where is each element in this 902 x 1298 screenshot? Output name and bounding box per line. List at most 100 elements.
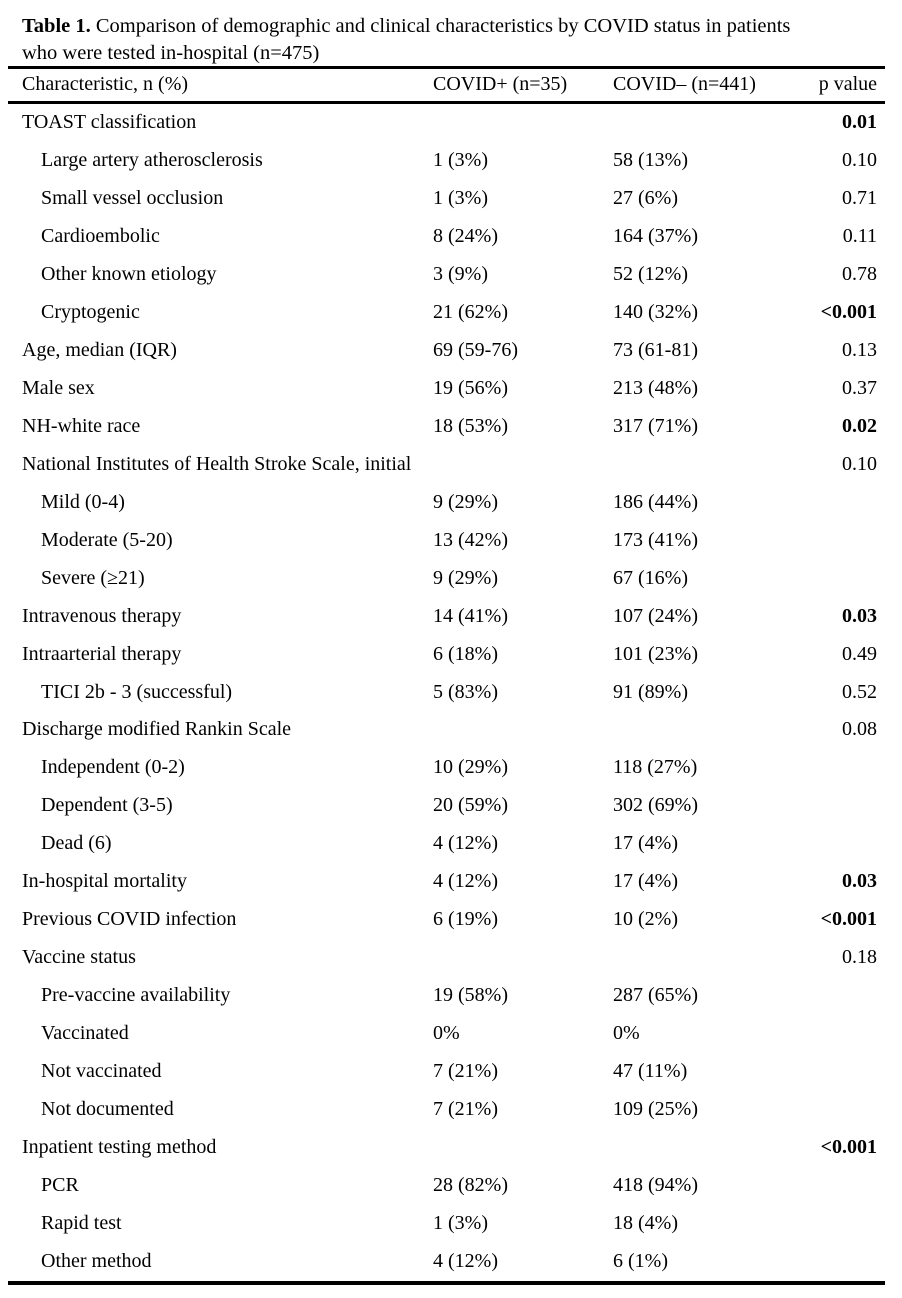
p-value: 0.01 — [842, 111, 877, 134]
table-row: National Institutes of Health Stroke Sca… — [22, 445, 877, 483]
p-value: 0.78 — [842, 263, 877, 286]
p-value: 0.02 — [842, 414, 877, 437]
table-row: Dead (6) 4 (12%) 17 (4%) — [22, 825, 877, 863]
p-value: 0.13 — [842, 339, 877, 362]
table-row: Moderate (5-20) 13 (42%) 173 (41%) — [22, 521, 877, 559]
row-label: Cryptogenic — [41, 301, 140, 324]
table-header-row: Characteristic, n (%) COVID+ (n=35) COVI… — [22, 68, 877, 101]
row-label: Small vessel occlusion — [41, 187, 224, 210]
covid-negative-value: 418 (94%) — [613, 1173, 698, 1196]
row-label: TOAST classification — [22, 111, 197, 134]
table-row: Vaccinated 0% 0% — [22, 1015, 877, 1053]
row-label: Dependent (3-5) — [41, 794, 173, 817]
row-label: Vaccinated — [41, 1021, 129, 1044]
covid-positive-value: 19 (56%) — [433, 377, 508, 400]
covid-positive-value: 1 (3%) — [433, 1211, 488, 1234]
table-row: Mild (0-4) 9 (29%) 186 (44%) — [22, 483, 877, 521]
covid-negative-value: 186 (44%) — [613, 490, 698, 513]
covid-positive-value: 21 (62%) — [433, 301, 508, 324]
covid-positive-value: 69 (59-76) — [433, 339, 518, 362]
table-row: Age, median (IQR) 69 (59-76) 73 (61-81) 0.1… — [22, 332, 877, 370]
covid-negative-value: 47 (11%) — [613, 1059, 688, 1082]
covid-negative-value: 17 (4%) — [613, 832, 678, 855]
table-row: Independent (0-2) 10 (29%) 118 (27%) — [22, 749, 877, 787]
covid-positive-value: 5 (83%) — [433, 680, 498, 703]
p-value: <0.001 — [820, 1135, 877, 1158]
covid-positive-value: 6 (19%) — [433, 908, 498, 931]
row-label: Discharge modified Rankin Scale — [22, 718, 292, 741]
covid-negative-value: 10 (2%) — [613, 908, 678, 931]
covid-negative-value: 317 (71%) — [613, 414, 698, 437]
p-value: 0.49 — [842, 642, 877, 665]
covid-positive-value: 7 (21%) — [433, 1059, 498, 1082]
covid-positive-value: 20 (59%) — [433, 794, 508, 817]
covid-positive-value: 14 (41%) — [433, 604, 508, 627]
covid-negative-value: 213 (48%) — [613, 377, 698, 400]
covid-negative-value: 52 (12%) — [613, 263, 688, 286]
covid-negative-value: 118 (27%) — [613, 756, 698, 779]
row-label: Independent (0-2) — [41, 756, 185, 779]
covid-negative-value: 101 (23%) — [613, 642, 698, 665]
bottom-rule — [8, 1281, 885, 1285]
row-label: Not vaccinated — [41, 1059, 162, 1082]
covid-negative-value: 67 (16%) — [613, 566, 688, 589]
covid-positive-value: 7 (21%) — [433, 1097, 498, 1120]
table-row: NH-white race 18 (53%) 317 (71%) 0.02 — [22, 408, 877, 446]
covid-positive-value: 18 (53%) — [433, 414, 508, 437]
column-header-characteristic: Characteristic, n (%) — [22, 73, 189, 95]
table-title-label: Table 1. — [22, 15, 91, 37]
table-row: Rapid test 1 (3%) 18 (4%) — [22, 1204, 877, 1242]
covid-positive-value: 1 (3%) — [433, 149, 488, 172]
table-row: Vaccine status 0.18 — [22, 939, 877, 977]
covid-negative-value: 17 (4%) — [613, 870, 678, 893]
covid-negative-value: 91 (89%) — [613, 680, 688, 703]
covid-positive-value: 28 (82%) — [433, 1173, 508, 1196]
table-row: Male sex 19 (56%) 213 (48%) 0.37 — [22, 370, 877, 408]
p-value: <0.001 — [820, 301, 877, 324]
table-row: Severe (≥21) 9 (29%) 67 (16%) — [22, 559, 877, 597]
row-label: Dead (6) — [41, 832, 112, 855]
row-label: Pre-vaccine availability — [41, 984, 231, 1007]
covid-positive-value: 4 (12%) — [433, 870, 498, 893]
row-label: TICI 2b - 3 (successful) — [41, 680, 233, 703]
row-label: Vaccine status — [22, 946, 136, 969]
covid-negative-value: 109 (25%) — [613, 1097, 698, 1120]
table-row: Cryptogenic 21 (62%) 140 (32%) <0.001 — [22, 294, 877, 332]
row-label: NH-white race — [22, 414, 141, 437]
p-value: 0.52 — [842, 680, 877, 703]
row-label: PCR — [41, 1173, 79, 1196]
row-label: Large artery atherosclerosis — [41, 149, 263, 172]
table-row: Intraarterial therapy 6 (18%) 101 (23%) 0.4… — [22, 635, 877, 673]
covid-positive-value: 4 (12%) — [433, 832, 498, 855]
covid-positive-value: 6 (18%) — [433, 642, 498, 665]
covid-positive-value: 3 (9%) — [433, 263, 488, 286]
covid-positive-value: 19 (58%) — [433, 984, 508, 1007]
covid-negative-value: 18 (4%) — [613, 1211, 678, 1234]
covid-negative-value: 0% — [613, 1021, 640, 1044]
row-label: National Institutes of Health Stroke Sca… — [22, 452, 412, 475]
covid-negative-value: 6 (1%) — [613, 1249, 668, 1272]
covid-positive-value: 9 (29%) — [433, 490, 498, 513]
table-row: Not documented 7 (21%) 109 (25%) — [22, 1090, 877, 1128]
column-header-p-value: p value — [818, 73, 877, 95]
table-row: Inpatient testing method <0.001 — [22, 1128, 877, 1166]
table-row: Large artery atherosclerosis 1 (3%) 58 (13… — [22, 142, 877, 180]
row-label: Previous COVID infection — [22, 908, 237, 931]
row-label: Intravenous therapy — [22, 604, 182, 627]
covid-negative-value: 302 (69%) — [613, 794, 698, 817]
covid-positive-value: 4 (12%) — [433, 1249, 498, 1272]
covid-positive-value: 0% — [433, 1021, 460, 1044]
p-value: 0.03 — [842, 870, 877, 893]
row-label: Rapid test — [41, 1211, 122, 1234]
p-value: 0.10 — [842, 452, 877, 475]
covid-positive-value: 10 (29%) — [433, 756, 508, 779]
table-row: TOAST classification 0.01 — [22, 104, 877, 142]
covid-positive-value: 1 (3%) — [433, 187, 488, 210]
row-label: Male sex — [22, 377, 95, 400]
row-label: Inpatient testing method — [22, 1135, 217, 1158]
table-title-line2: who were tested in-hospital (n=475) — [22, 41, 320, 64]
p-value: 0.10 — [842, 149, 877, 172]
p-value: <0.001 — [820, 908, 877, 931]
row-label: Not documented — [41, 1097, 174, 1120]
covid-negative-value: 140 (32%) — [613, 301, 698, 324]
